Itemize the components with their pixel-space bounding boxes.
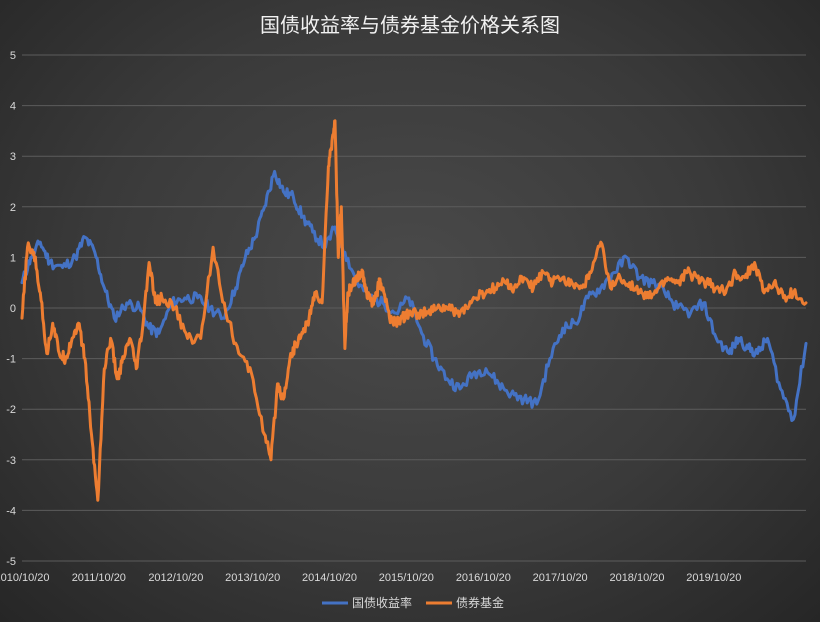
legend: 国债收益率 债券基金	[322, 595, 504, 610]
y-tick-label: 1	[10, 252, 16, 264]
chart-title: 国债收益率与债券基金价格关系图	[260, 13, 560, 37]
y-tick-label: 0	[10, 303, 16, 315]
x-tick-label: 2018/10/20	[609, 572, 664, 584]
y-tick-label: -4	[6, 505, 16, 517]
x-tick-label: 2019/10/20	[686, 572, 741, 584]
y-tick-label: 5	[10, 50, 16, 62]
y-tick-label: 2	[10, 202, 16, 214]
y-tick-label: -3	[6, 455, 16, 467]
y-tick-label: -1	[6, 354, 16, 366]
x-tick-label: 2013/10/20	[225, 572, 280, 584]
x-axis-tick-labels: 2010/10/20 2011/10/20 2012/10/20 2013/10/20…	[0, 572, 741, 584]
x-tick-label: 2014/10/20	[302, 572, 357, 584]
legend-label-2: 债券基金	[456, 595, 504, 610]
series-line-2	[20, 119, 808, 502]
y-tick-label: -2	[6, 404, 16, 416]
x-tick-label: 2010/10/20	[0, 572, 50, 584]
x-tick-label: 2012/10/20	[148, 572, 203, 584]
x-tick-label: 2017/10/20	[533, 572, 588, 584]
y-tick-label: 4	[10, 101, 16, 113]
y-axis-tick-labels: -5 -4 -3 -2 -1 0 1 2 3 4 5	[6, 50, 16, 568]
series-line-1	[20, 169, 808, 422]
y-tick-label: -5	[6, 556, 16, 568]
x-tick-label: 2011/10/20	[72, 572, 126, 584]
y-tick-label: 3	[10, 151, 16, 163]
x-tick-label: 2015/10/20	[379, 572, 434, 584]
x-tick-label: 2016/10/20	[456, 572, 511, 584]
legend-label-1: 国债收益率	[352, 595, 412, 610]
series-lines	[20, 119, 808, 502]
